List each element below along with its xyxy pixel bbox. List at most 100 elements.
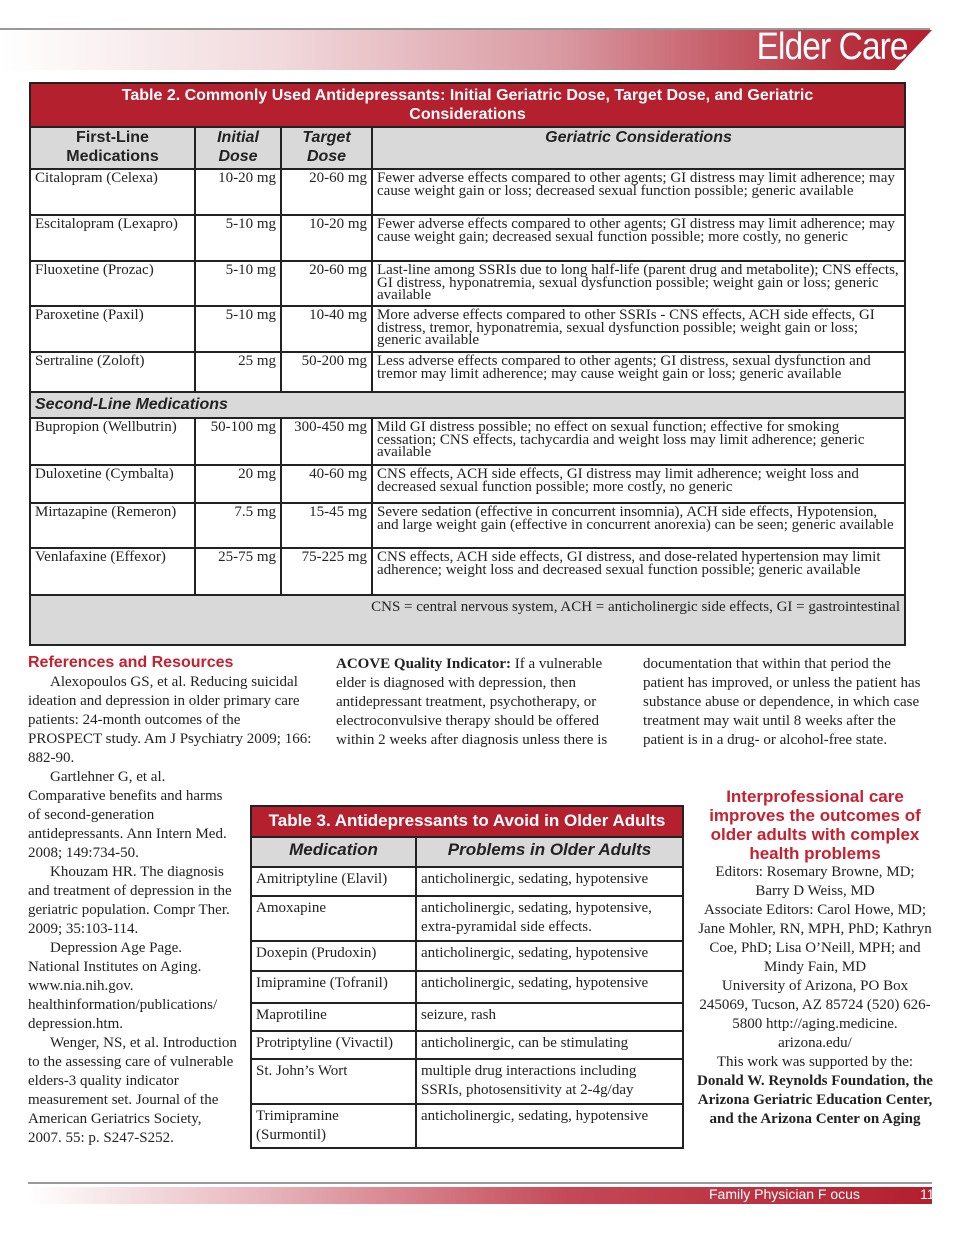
header-band bbox=[0, 30, 932, 70]
footer-rule bbox=[28, 1182, 932, 1184]
target-dose-cell: 300-450 mg bbox=[280, 417, 373, 466]
table-row: Amoxapine anticholinergic, sedating, hypo… bbox=[250, 895, 684, 942]
table-row: Trimipramine (Surmontil) anticholinergic,… bbox=[250, 1103, 684, 1149]
problems-cell: anticholinergic, sedating, hypotensive bbox=[415, 866, 684, 897]
initial-dose-cell: 25-75 mg bbox=[194, 547, 282, 596]
medication-cell: Imipramine (Tofranil) bbox=[250, 970, 417, 1004]
header-rule bbox=[0, 28, 930, 30]
table-row: Sertraline (Zoloft) 25 mg 50-200 mg Less ad… bbox=[29, 351, 906, 393]
initial-dose-cell: 5-10 mg bbox=[194, 214, 282, 262]
table-2: Table 2. Commonly Used Antidepressants: … bbox=[29, 82, 906, 646]
table-row: Paroxetine (Paxil) 5-10 mg 10-40 mg More ad… bbox=[29, 305, 906, 353]
target-dose-cell: 20-60 mg bbox=[280, 168, 373, 216]
considerations-cell: More adverse effects compared to other S… bbox=[371, 305, 906, 353]
medication-cell: Mirtazapine (Remeron) bbox=[29, 502, 196, 549]
problems-cell: anticholinergic, can be stimulating bbox=[415, 1030, 684, 1060]
considerations-cell: Mild GI distress possible; no effect on … bbox=[371, 417, 906, 466]
supporters: Donald W. Reynolds Foundation, the Arizo… bbox=[697, 1073, 933, 1127]
table-3: Table 3. Antidepressants to Avoid in Old… bbox=[250, 805, 684, 1149]
table-row: Citalopram (Celexa) 10-20 mg 20-60 mg Fewer… bbox=[29, 168, 906, 216]
col-medication: Medication bbox=[250, 836, 417, 868]
considerations-cell: CNS effects, ACH side effects, GI distre… bbox=[371, 464, 906, 504]
table-row: Fluoxetine (Prozac) 5-10 mg 20-60 mg Last-l… bbox=[29, 260, 906, 307]
target-dose-cell: 10-40 mg bbox=[280, 305, 373, 353]
considerations-cell: Fewer adverse effects compared to other … bbox=[371, 168, 906, 216]
medication-cell: Amoxapine bbox=[250, 895, 417, 942]
medication-cell: Doxepin (Prudoxin) bbox=[250, 940, 417, 972]
problems-cell: anticholinergic, sedating, hypotensive, … bbox=[415, 895, 684, 942]
table-row: Maprotiline seizure, rash bbox=[250, 1002, 684, 1032]
col-target-dose: Target Dose bbox=[280, 126, 373, 170]
considerations-cell: Severe sedation (effective in concurrent… bbox=[371, 502, 906, 549]
table-2-footnote: CNS = central nervous system, ACH = anti… bbox=[29, 594, 906, 646]
col-initial-dose: Initial Dose bbox=[194, 126, 282, 170]
medication-cell: Bupropion (Wellbutrin) bbox=[29, 417, 196, 466]
editors: Editors: Rosemary Browne, MD; Barry D We… bbox=[715, 864, 915, 899]
section-title: Elder Care bbox=[756, 26, 909, 68]
table-row: St. John’s Wort multiple drug interaction… bbox=[250, 1058, 684, 1105]
table-row: Protriptyline (Vivactil) anticholinergic,… bbox=[250, 1030, 684, 1060]
col-first-line: First-Line Medications bbox=[29, 126, 196, 170]
initial-dose-cell: 5-10 mg bbox=[194, 305, 282, 353]
problems-cell: anticholinergic, sedating, hypotensive bbox=[415, 970, 684, 1004]
acove-indicator-continued: documentation that within that period th… bbox=[643, 656, 921, 748]
target-dose-cell: 75-225 mg bbox=[280, 547, 373, 596]
medication-cell: Maprotiline bbox=[250, 1002, 417, 1032]
medication-cell: Fluoxetine (Prozac) bbox=[29, 260, 196, 307]
reference-item: Wenger, NS, et al. Introduction to the a… bbox=[28, 1035, 237, 1146]
target-dose-cell: 40-60 mg bbox=[280, 464, 373, 504]
references-heading: References and Resources bbox=[28, 654, 234, 671]
reference-item: Khouzam HR. The diagnosis and treatment … bbox=[28, 864, 232, 937]
address: University of Arizona, PO Box 245069, Tu… bbox=[699, 978, 931, 1051]
references: References and Resources Alexopoulos GS,… bbox=[28, 654, 313, 1148]
table-3-caption: Table 3. Antidepressants to Avoid in Old… bbox=[250, 805, 684, 838]
initial-dose-cell: 7.5 mg bbox=[194, 502, 282, 549]
problems-cell: multiple drug interactions including SSR… bbox=[415, 1058, 684, 1105]
table-row: Mirtazapine (Remeron) 7.5 mg 15-45 mg Sever… bbox=[29, 502, 906, 549]
initial-dose-cell: 25 mg bbox=[194, 351, 282, 393]
support-intro: This work was supported by the: bbox=[716, 1054, 914, 1070]
table-2-caption: Table 2. Commonly Used Antidepressants: … bbox=[29, 82, 906, 128]
associate-editors: Associate Editors: Carol Howe, MD; Jane … bbox=[698, 902, 932, 975]
medication-cell: Venlafaxine (Effexor) bbox=[29, 547, 196, 596]
target-dose-cell: 50-200 mg bbox=[280, 351, 373, 393]
reference-item: Alexopoulos GS, et al. Reducing suicidal… bbox=[28, 674, 312, 766]
page-number: 11 bbox=[920, 1186, 935, 1202]
table-row: Amitriptyline (Elavil) anticholinergic, s… bbox=[250, 866, 684, 897]
medication-cell: Escitalopram (Lexapro) bbox=[29, 214, 196, 262]
acove-indicator: ACOVE Quality Indicator: If a vulnerable… bbox=[336, 656, 608, 748]
publication-name: Family Physician F ocus bbox=[709, 1186, 860, 1202]
reference-item: Gartlehner G, et al. Comparative benefit… bbox=[28, 769, 227, 861]
considerations-cell: Last-line among SSRIs due to long half-l… bbox=[371, 260, 906, 307]
table-row: Imipramine (Tofranil) anticholinergic, se… bbox=[250, 970, 684, 1004]
sidebar-credits: Interprofessional care improves the outc… bbox=[697, 787, 933, 1129]
considerations-cell: CNS effects, ACH side effects, GI distre… bbox=[371, 547, 906, 596]
initial-dose-cell: 20 mg bbox=[194, 464, 282, 504]
second-line-header: Second-Line Medications bbox=[29, 391, 906, 419]
table-row: Duloxetine (Cymbalta) 20 mg 40-60 mg CNS ef… bbox=[29, 464, 906, 504]
table-row: Escitalopram (Lexapro) 5-10 mg 10-20 mg Few… bbox=[29, 214, 906, 262]
col-considerations: Geriatric Considerations bbox=[371, 126, 906, 170]
table-row: Venlafaxine (Effexor) 25-75 mg 75-225 mg CN… bbox=[29, 547, 906, 596]
target-dose-cell: 20-60 mg bbox=[280, 260, 373, 307]
reference-item: Depression Age Page. National Institutes… bbox=[28, 940, 218, 1032]
table-row: Bupropion (Wellbutrin) 50-100 mg 300-450 m… bbox=[29, 417, 906, 466]
considerations-cell: Fewer adverse effects compared to other … bbox=[371, 214, 906, 262]
target-dose-cell: 15-45 mg bbox=[280, 502, 373, 549]
medication-cell: St. John’s Wort bbox=[250, 1058, 417, 1105]
problems-cell: anticholinergic, sedating, hypotensive bbox=[415, 1103, 684, 1149]
medication-cell: Protriptyline (Vivactil) bbox=[250, 1030, 417, 1060]
problems-cell: seizure, rash bbox=[415, 1002, 684, 1032]
initial-dose-cell: 50-100 mg bbox=[194, 417, 282, 466]
considerations-cell: Less adverse effects compared to other a… bbox=[371, 351, 906, 393]
initial-dose-cell: 5-10 mg bbox=[194, 260, 282, 307]
target-dose-cell: 10-20 mg bbox=[280, 214, 373, 262]
medication-cell: Amitriptyline (Elavil) bbox=[250, 866, 417, 897]
col-problems: Problems in Older Adults bbox=[415, 836, 684, 868]
footer-band bbox=[28, 1187, 932, 1204]
sidebar-heading: Interprofessional care improves the outc… bbox=[709, 787, 921, 863]
table-row: Doxepin (Prudoxin) anticholinergic, sedat… bbox=[250, 940, 684, 972]
medication-cell: Citalopram (Celexa) bbox=[29, 168, 196, 216]
medication-cell: Trimipramine (Surmontil) bbox=[250, 1103, 417, 1149]
medication-cell: Paroxetine (Paxil) bbox=[29, 305, 196, 353]
